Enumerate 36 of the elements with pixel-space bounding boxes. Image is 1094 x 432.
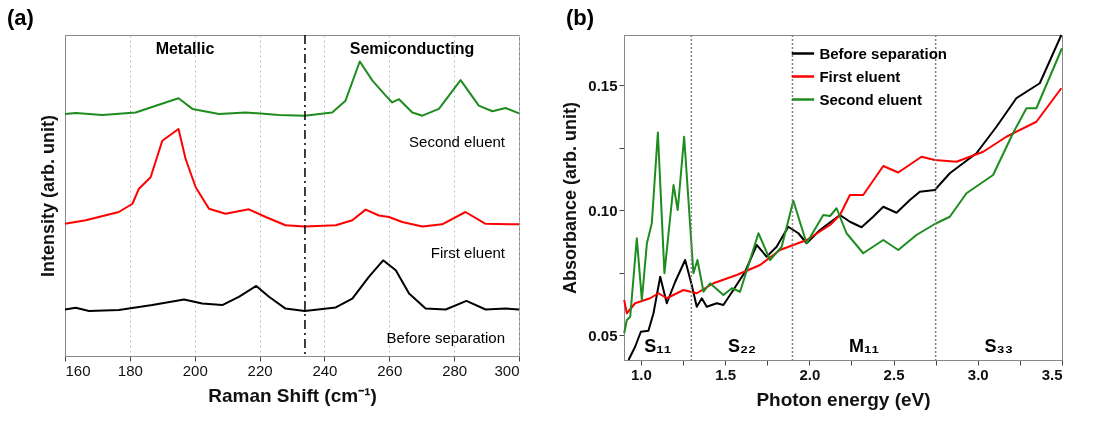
y-tick-label: 0.15 (588, 76, 618, 94)
x-tick-label: 240 (312, 361, 338, 379)
x-tick-label: 220 (247, 361, 273, 379)
y-axis-title: Intensity (arb. unit) (37, 114, 58, 277)
annotation: S₂₂ (727, 336, 756, 356)
text: Metallic (155, 40, 215, 57)
annotation: M₁₁ (849, 336, 879, 356)
x-tick-label: 3.0 (967, 365, 989, 383)
annotation: S₃₃ (984, 336, 1014, 356)
x-tick-label: 180 (117, 361, 143, 379)
x-tick-label: 1.5 (715, 365, 737, 383)
chart-title: (a) (7, 5, 34, 31)
chart-title: (b) (566, 5, 595, 30)
annotation: S₁₁ (644, 336, 672, 356)
x-tick-label: 3.5 (1041, 365, 1063, 383)
x-tick-label: 1.0 (630, 365, 652, 383)
y-tick-label: 0.10 (588, 201, 618, 219)
y-tick-label: 0.05 (588, 326, 618, 344)
x-tick-label: 2.0 (799, 365, 821, 383)
text: Semiconducting (349, 40, 475, 57)
line-series (623, 87, 1063, 315)
legend-label: First eluent (819, 67, 901, 85)
x-tick-label: 200 (182, 361, 208, 379)
legend-label: Before separation (819, 44, 947, 62)
series-label: Second eluent (409, 133, 506, 151)
y-axis-title: Absorbance (arb. unit) (560, 101, 581, 295)
x-tick-label: 160 (65, 361, 91, 379)
legend-label: Second eluent (819, 90, 922, 108)
x-tick-label: 280 (442, 361, 468, 379)
x-tick-label: 2.5 (883, 365, 905, 383)
x-axis-title: Raman Shift (cm⁻¹) (208, 384, 377, 406)
series-label: First eluent (430, 244, 506, 262)
x-axis-title: Photon energy (eV) (756, 388, 931, 410)
series-label: Before separation (386, 329, 505, 347)
x-tick-label: 260 (377, 361, 403, 379)
x-tick-label: 300 (494, 361, 520, 379)
